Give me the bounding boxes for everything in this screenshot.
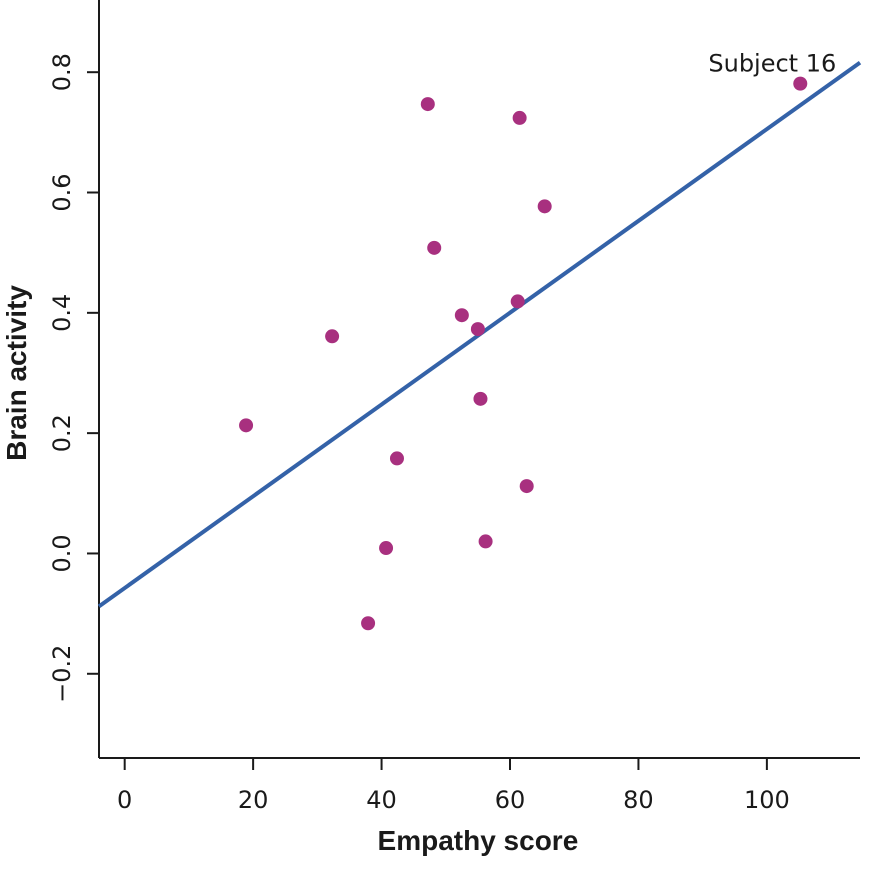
x-tick-label: 0 (117, 786, 132, 814)
data-point (793, 76, 808, 91)
axes (87, 0, 860, 770)
data-point (519, 479, 534, 494)
y-tick-label: 0.4 (48, 294, 76, 332)
annotation-label: Subject 16 (708, 50, 836, 78)
data-point (325, 329, 340, 344)
x-tick-label: 40 (366, 786, 397, 814)
data-point (537, 199, 552, 214)
y-tick-label: 0.8 (48, 53, 76, 91)
data-point (470, 322, 485, 337)
x-tick-label: 80 (623, 786, 654, 814)
x-tick-label: 20 (238, 786, 269, 814)
x-axis-title: Empathy score (378, 825, 579, 856)
data-point (454, 308, 469, 323)
data-point (510, 294, 525, 309)
y-tick-label: 0.6 (48, 173, 76, 211)
data-point (427, 240, 442, 255)
data-points (239, 76, 808, 631)
data-point (361, 616, 376, 631)
data-point (512, 110, 527, 125)
data-point (473, 391, 488, 406)
data-point (478, 534, 493, 549)
y-tick-label: 0.0 (48, 534, 76, 572)
labels: 0 20 40 60 80 100 −0.2 0.0 0.2 0.4 0.6 0.8 Empathy s… (1, 50, 836, 856)
x-tick-label: 100 (744, 786, 790, 814)
data-point (420, 97, 435, 112)
data-point (389, 451, 404, 466)
y-tick-label: 0.2 (48, 414, 76, 452)
data-point (239, 418, 254, 433)
y-tick-label: −0.2 (48, 645, 76, 703)
data-point (379, 541, 394, 556)
y-axis-title: Brain activity (1, 285, 32, 461)
x-tick-label: 60 (495, 786, 526, 814)
